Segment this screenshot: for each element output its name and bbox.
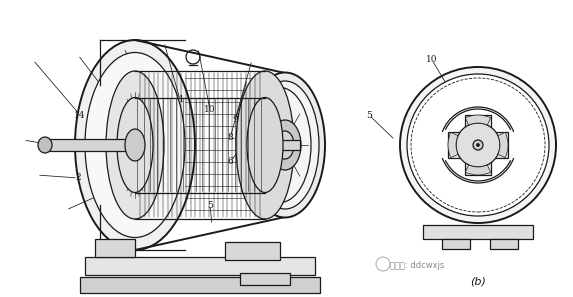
Ellipse shape (269, 120, 301, 170)
Text: 10: 10 (204, 105, 216, 115)
FancyBboxPatch shape (95, 239, 135, 257)
Text: 5: 5 (366, 110, 372, 119)
Text: 12: 12 (142, 96, 154, 105)
Text: S: S (474, 160, 481, 170)
Text: N: N (474, 120, 482, 130)
Ellipse shape (276, 131, 294, 159)
Circle shape (477, 143, 480, 146)
Text: 14: 14 (74, 110, 86, 119)
Text: 5: 5 (207, 200, 213, 209)
Ellipse shape (128, 112, 136, 124)
Ellipse shape (125, 129, 145, 161)
FancyBboxPatch shape (465, 115, 491, 135)
Text: 10: 10 (426, 56, 438, 64)
Ellipse shape (123, 119, 131, 131)
FancyBboxPatch shape (465, 155, 491, 175)
Ellipse shape (85, 53, 185, 238)
Text: 6: 6 (227, 157, 233, 167)
Text: S: S (454, 140, 462, 150)
Text: 4: 4 (495, 130, 501, 140)
Ellipse shape (236, 71, 294, 219)
FancyBboxPatch shape (85, 257, 315, 275)
Text: N: N (494, 140, 502, 150)
Ellipse shape (106, 71, 164, 219)
Ellipse shape (139, 119, 147, 131)
Ellipse shape (120, 132, 128, 144)
Ellipse shape (142, 132, 150, 144)
Text: 9: 9 (232, 116, 238, 124)
Ellipse shape (75, 40, 195, 250)
FancyBboxPatch shape (225, 242, 280, 260)
Text: 12: 12 (473, 75, 485, 85)
Text: 4: 4 (152, 206, 158, 214)
FancyBboxPatch shape (265, 140, 300, 150)
FancyBboxPatch shape (80, 277, 320, 293)
Wedge shape (465, 115, 490, 125)
Text: (a): (a) (157, 277, 173, 287)
FancyBboxPatch shape (490, 239, 518, 249)
FancyBboxPatch shape (240, 273, 290, 285)
FancyBboxPatch shape (442, 239, 470, 249)
Text: 微信号: ddcwxjs: 微信号: ddcwxjs (390, 260, 445, 269)
Text: 13: 13 (114, 105, 125, 115)
Wedge shape (465, 165, 490, 175)
Circle shape (456, 123, 500, 167)
Ellipse shape (134, 112, 142, 124)
Text: 3: 3 (97, 190, 103, 200)
FancyBboxPatch shape (45, 139, 135, 151)
Circle shape (473, 140, 483, 150)
Wedge shape (448, 132, 458, 158)
Circle shape (407, 74, 549, 216)
Text: 8: 8 (227, 133, 233, 143)
Circle shape (400, 67, 556, 223)
Ellipse shape (38, 137, 52, 153)
Ellipse shape (247, 97, 283, 192)
FancyBboxPatch shape (423, 225, 533, 239)
Text: 7: 7 (237, 154, 243, 162)
FancyBboxPatch shape (448, 132, 468, 158)
FancyBboxPatch shape (488, 132, 508, 158)
Wedge shape (498, 132, 508, 158)
Text: (b): (b) (470, 277, 486, 287)
Text: 11: 11 (174, 96, 186, 105)
Ellipse shape (117, 97, 153, 192)
Ellipse shape (245, 72, 325, 217)
Ellipse shape (251, 81, 319, 209)
Text: 1: 1 (69, 143, 75, 152)
Text: 2: 2 (75, 173, 81, 182)
